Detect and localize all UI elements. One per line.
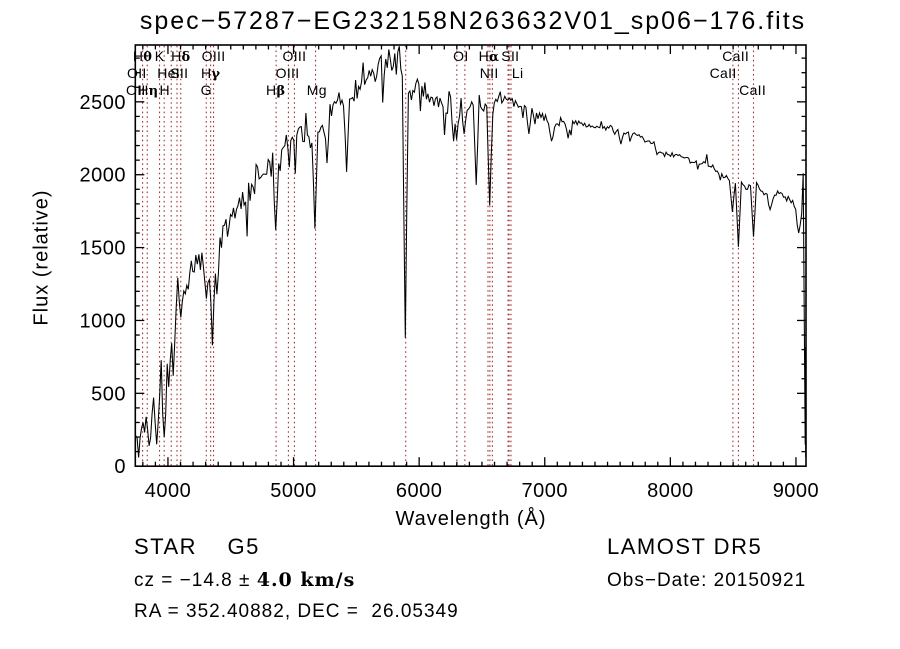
spectral-line-label: Hβ <box>266 82 286 99</box>
spectral-line-label: OIII <box>275 65 300 81</box>
obs-date-text: Obs−Date: 20150921 <box>607 570 807 591</box>
coordinates-text: RA = 352.40882, DEC = 26.05349 <box>134 601 459 622</box>
spectral-line-label: Hθ <box>132 48 153 65</box>
spectral-line-label: K <box>154 48 165 64</box>
x-tick-label: 6000 <box>396 480 443 502</box>
spectral-line-label: Mg <box>306 82 327 98</box>
y-tick-label: 500 <box>91 383 126 405</box>
spectral-line-label: OI <box>453 48 469 64</box>
cz-value: 4.0 km/s <box>256 569 356 591</box>
spectral-line-label: Li <box>511 65 524 81</box>
spectral-line-label: HeI <box>157 65 180 81</box>
spectral-line-label: OIII <box>201 48 226 64</box>
x-tick-label: 4000 <box>145 480 192 502</box>
y-tick-label: 1500 <box>80 238 127 260</box>
spectral-line-label: CaII <box>739 82 767 98</box>
plot-title: spec−57287−EG232158N263632V01_sp06−176.f… <box>139 7 807 35</box>
spectral-line-label: Hδ <box>171 48 191 65</box>
spectral-line-label: CaII <box>709 65 737 81</box>
y-tick-label: 2500 <box>80 92 127 114</box>
spectral-line-label: OII <box>126 65 147 81</box>
survey-name-text: LAMOST DR5 <box>607 534 763 559</box>
spectral-line-label: CaII <box>722 48 750 64</box>
x-axis-label: Wavelength (Å) <box>395 508 547 530</box>
x-tick-label: 5000 <box>270 480 317 502</box>
y-tick-label: 1000 <box>80 310 127 332</box>
x-tick-label: 8000 <box>647 480 694 502</box>
spectral-line-label: Hα <box>478 48 500 65</box>
y-tick-label: 0 <box>114 456 126 478</box>
spectral-line-label: SII <box>501 48 520 64</box>
y-axis-label: Flux (relative) <box>30 189 53 326</box>
spectral-line-label: OIII <box>282 48 307 64</box>
object-class-text: STAR G5 <box>134 534 260 559</box>
spectrum-path <box>135 46 807 458</box>
spectral-line-label: H <box>159 82 170 98</box>
axes-frame <box>134 44 807 468</box>
x-tick-label: 9000 <box>773 480 820 502</box>
y-tick-label: 2000 <box>80 165 127 187</box>
cz-prefix: cz = −14.8 ± <box>134 570 257 591</box>
spectral-line-label: Hη <box>138 82 159 99</box>
spectral-line-label: Hγ <box>201 65 221 82</box>
spectral-line-label: SII <box>170 65 189 81</box>
radial-velocity-text: cz = −14.8 ± 4.0 km/s <box>134 569 355 592</box>
spectral-line-label: NII <box>479 65 499 81</box>
spectral-line-label: G <box>200 82 212 98</box>
x-tick-label: 7000 <box>522 480 569 502</box>
spectral-line-label: OII <box>125 82 146 98</box>
